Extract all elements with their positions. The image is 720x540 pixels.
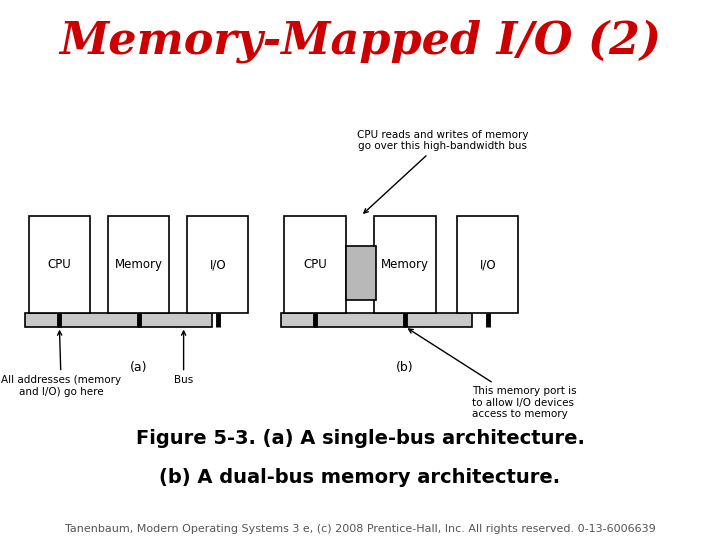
FancyBboxPatch shape xyxy=(281,313,472,327)
FancyBboxPatch shape xyxy=(374,216,436,313)
Text: All addresses (memory
and I/O) go here: All addresses (memory and I/O) go here xyxy=(1,331,121,397)
Text: Memory: Memory xyxy=(381,258,429,271)
Text: Tanenbaum, Modern Operating Systems 3 e, (c) 2008 Prentice-Hall, Inc. All rights: Tanenbaum, Modern Operating Systems 3 e,… xyxy=(65,523,655,534)
Text: (b) A dual-bus memory architecture.: (b) A dual-bus memory architecture. xyxy=(159,468,561,487)
Text: This memory port is
to allow I/O devices
access to memory: This memory port is to allow I/O devices… xyxy=(409,329,576,419)
Text: CPU reads and writes of memory
go over this high-bandwidth bus: CPU reads and writes of memory go over t… xyxy=(357,130,528,213)
FancyBboxPatch shape xyxy=(29,216,90,313)
FancyBboxPatch shape xyxy=(25,313,212,327)
Text: (b): (b) xyxy=(396,361,414,374)
Text: CPU: CPU xyxy=(48,258,71,271)
FancyBboxPatch shape xyxy=(187,216,248,313)
Text: (a): (a) xyxy=(130,361,148,374)
Text: Memory: Memory xyxy=(114,258,163,271)
Text: CPU: CPU xyxy=(303,258,327,271)
FancyBboxPatch shape xyxy=(346,246,376,300)
FancyBboxPatch shape xyxy=(284,216,346,313)
FancyBboxPatch shape xyxy=(108,216,169,313)
FancyBboxPatch shape xyxy=(457,216,518,313)
Text: I/O: I/O xyxy=(480,258,496,271)
Text: Bus: Bus xyxy=(174,331,193,386)
Text: I/O: I/O xyxy=(210,258,226,271)
Text: Figure 5-3. (a) A single-bus architecture.: Figure 5-3. (a) A single-bus architectur… xyxy=(135,429,585,448)
Text: Memory-Mapped I/O (2): Memory-Mapped I/O (2) xyxy=(59,19,661,63)
